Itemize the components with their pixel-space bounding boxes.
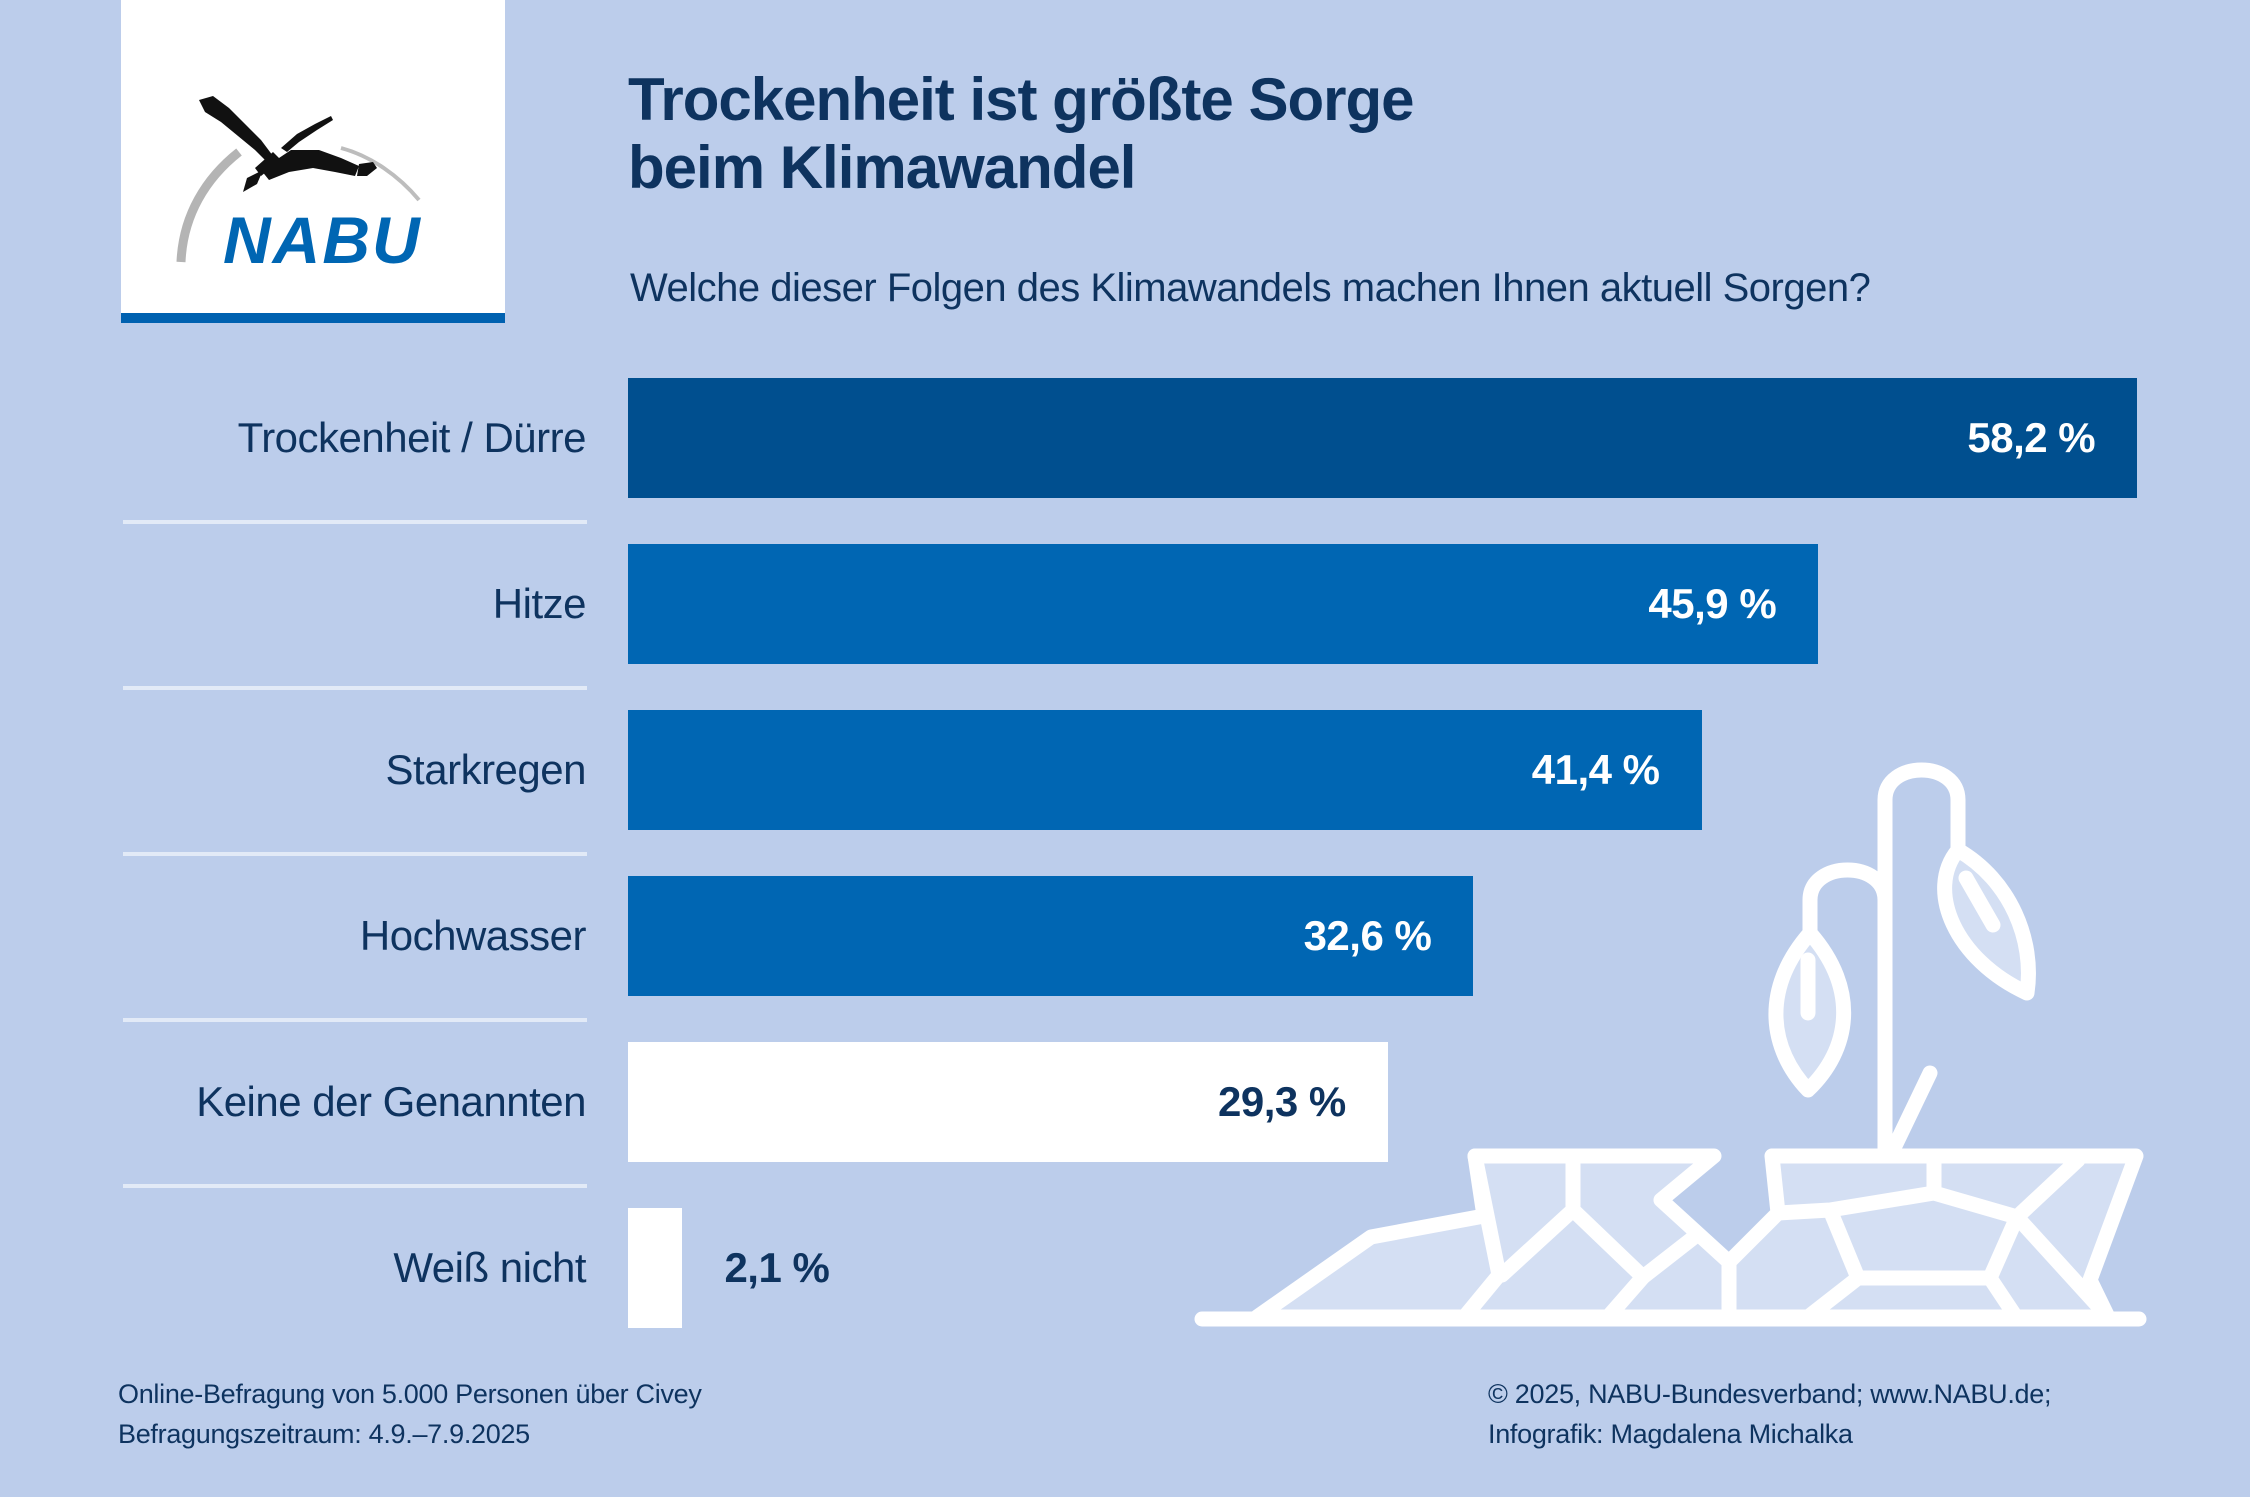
category-label: Trockenheit / Dürre [237, 414, 587, 461]
source-line-1: Online-Befragung von 5.000 Personen über… [118, 1379, 702, 1409]
category-label: Starkregen [385, 746, 587, 793]
logo-wordmark: NABU [223, 203, 422, 277]
logo-arc-left [176, 148, 242, 263]
credit-line-2: Infografik: Magdalena Michalka [1488, 1419, 1853, 1449]
row-divider [123, 852, 587, 856]
bar [628, 1042, 1388, 1162]
survey-source: Online-Befragung von 5.000 Personen über… [118, 1374, 702, 1454]
credit-line-1: © 2025, NABU-Bundesverband; www.NABU.de; [1488, 1379, 2052, 1409]
bar-value-label: 58,2 % [1967, 414, 2096, 461]
category-label: Weiß nicht [393, 1244, 586, 1291]
dried-plant-illustration [1194, 762, 2147, 1327]
row-divider [123, 1184, 587, 1188]
source-line-2: Befragungszeitraum: 4.9.–7.9.2025 [118, 1419, 530, 1449]
stork-icon [199, 96, 377, 192]
category-label: Hitze [492, 580, 587, 627]
survey-question: Welche dieser Folgen des Klimawandels ma… [630, 266, 1871, 310]
category-label: Keine der Genannten [196, 1078, 586, 1125]
dried-plant-icon [1768, 762, 2036, 1161]
category-label: Hochwasser [359, 912, 587, 959]
bar-value-label: 41,4 % [1531, 746, 1660, 793]
bar-value-label: 2,1 % [724, 1244, 830, 1291]
bar [628, 378, 2138, 498]
title-line-1: Trockenheit ist größte Sorge [628, 66, 1414, 133]
bar [628, 710, 1702, 830]
bar-value-label: 45,9 % [1648, 580, 1777, 627]
row-divider [123, 520, 587, 524]
credits: © 2025, NABU-Bundesverband; www.NABU.de;… [1488, 1374, 2051, 1454]
page-title: Trockenheit ist größte Sorge beim Klimaw… [628, 66, 1414, 202]
bar [628, 544, 1819, 664]
row-divider [123, 1018, 587, 1022]
logo-underline [121, 313, 505, 323]
bar-value-label: 29,3 % [1217, 1078, 1346, 1125]
nabu-logo-graphic: NABU [176, 96, 422, 277]
bar-value-label: 32,6 % [1303, 912, 1432, 959]
row-divider [123, 686, 587, 690]
bar [628, 876, 1474, 996]
title-line-2: beim Klimawandel [628, 134, 1136, 201]
logo-arc-right [340, 146, 421, 202]
bar [628, 1208, 683, 1328]
cracked-ground-icon [1194, 1148, 2147, 1327]
nabu-logo: NABU [121, 0, 505, 313]
